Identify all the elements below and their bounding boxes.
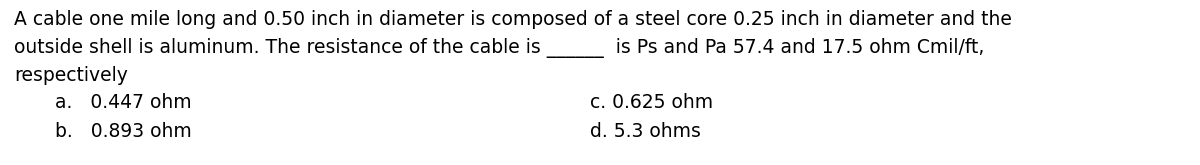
Text: respectively: respectively	[14, 66, 128, 85]
Text: outside shell is aluminum. The resistance of the cable is ______  is Ps and Pa 5: outside shell is aluminum. The resistanc…	[14, 38, 984, 58]
Text: c. 0.625 ohm: c. 0.625 ohm	[590, 93, 713, 112]
Text: A cable one mile long and 0.50 inch in diameter is composed of a steel core 0.25: A cable one mile long and 0.50 inch in d…	[14, 10, 1012, 29]
Text: b.   0.893 ohm: b. 0.893 ohm	[55, 122, 192, 141]
Text: a.   0.447 ohm: a. 0.447 ohm	[55, 93, 192, 112]
Text: d. 5.3 ohms: d. 5.3 ohms	[590, 122, 701, 141]
